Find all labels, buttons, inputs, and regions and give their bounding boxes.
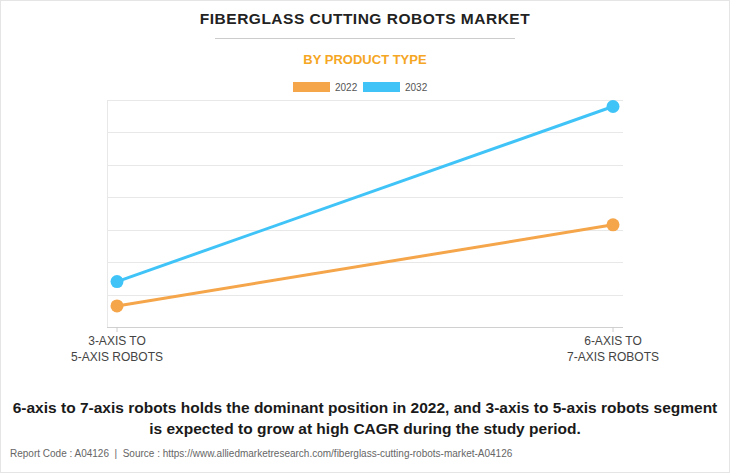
x-tick-label-line: 6-AXIS TO [584,334,642,348]
x-tick [117,327,118,332]
subtitle: BY PRODUCT TYPE [303,52,427,67]
series-line [117,106,613,281]
series-group [111,100,620,312]
x-tick-label-line: 7-AXIS ROBOTS [567,350,659,364]
legend-label: 2032 [405,82,428,93]
legend-swatch [363,82,400,92]
title: FIBERGLASS CUTTING ROBOTS MARKET [200,10,530,27]
grid-line [107,262,623,263]
x-tick [613,327,614,332]
series-marker [607,218,620,231]
legend-swatch [293,82,330,92]
page: FIBERGLASS CUTTING ROBOTS MARKET BY PRODU… [0,0,730,473]
caption: 6-axis to 7-axis robots holds the domina… [10,397,720,439]
frame [1,1,730,473]
series-line [117,225,613,306]
x-tick-label: 6-AXIS TO 7-AXIS ROBOTS [567,334,659,364]
x-tick-label-line: 5-AXIS ROBOTS [71,350,163,364]
grid-line [107,197,623,198]
footer: Report Code : A04126 | Source : https://… [10,448,512,459]
x-tick-label-line: 3-AXIS TO [88,334,146,348]
grid-line [107,132,623,133]
x-tick-label: 3-AXIS TO 5-AXIS ROBOTS [71,334,163,364]
series-marker [111,275,124,288]
series-marker [111,299,124,312]
title-rule [215,38,515,39]
grid-line [107,165,623,166]
grid-line [107,327,623,328]
grid-line [107,100,623,101]
grid-line [107,230,623,231]
y-axis-line [107,100,108,327]
series-marker [607,100,620,113]
legend-label: 2022 [335,82,358,93]
